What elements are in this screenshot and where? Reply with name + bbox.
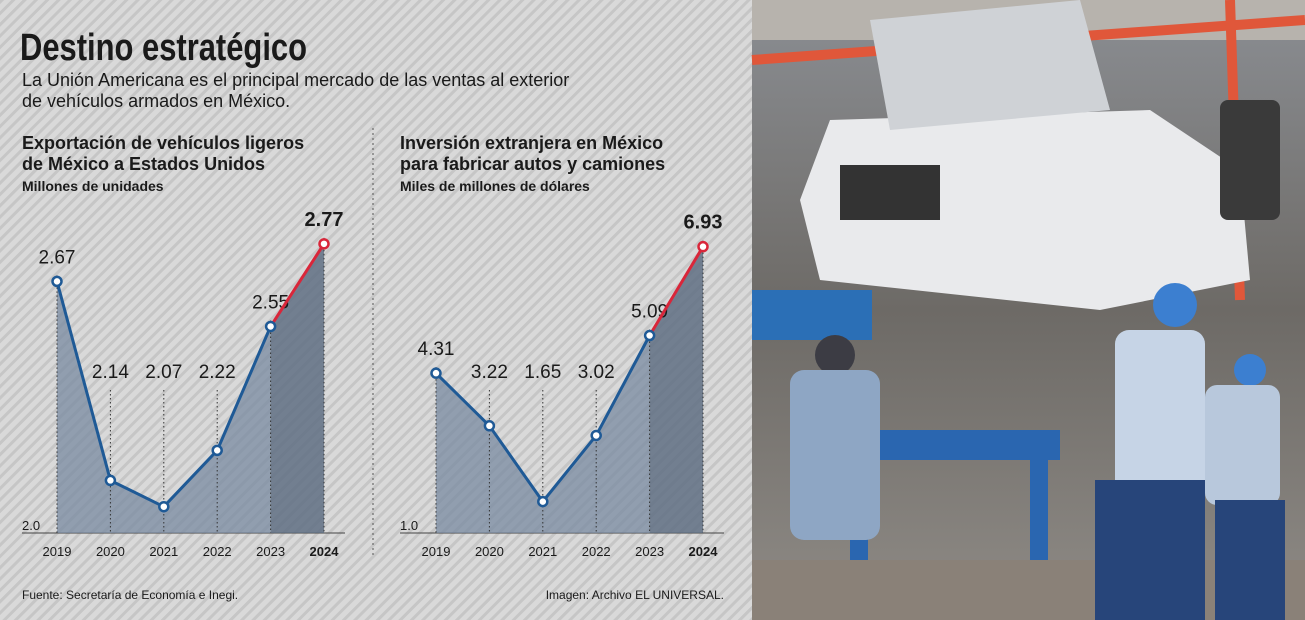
value-label: 6.93 <box>684 212 723 234</box>
area <box>649 246 703 533</box>
chart-title: para fabricar autos y camiones <box>400 154 665 174</box>
value-label: 2.22 <box>199 362 236 383</box>
value-label: 3.02 <box>578 362 615 383</box>
point <box>643 329 656 342</box>
area <box>270 243 324 534</box>
x-tick-label: 2022 <box>582 544 611 559</box>
y-tick-label: 2.0 <box>22 518 40 533</box>
value-label: 2.77 <box>305 209 344 231</box>
page-subtitle: La Unión Americana es el principal merca… <box>22 70 569 90</box>
line <box>269 243 326 328</box>
x-tick-label: 2021 <box>528 544 557 559</box>
chart-title: de México a Estados Unidos <box>22 154 265 174</box>
x-tick-label: 2023 <box>635 544 664 559</box>
x-tick-label: 2024 <box>689 544 719 559</box>
point <box>104 474 117 487</box>
point <box>697 240 709 253</box>
value-label: 3.22 <box>471 362 508 383</box>
image-credit: Imagen: Archivo EL UNIVERSAL. <box>546 588 724 602</box>
point <box>264 320 277 333</box>
point <box>318 238 330 250</box>
point <box>211 444 223 457</box>
x-tick-label: 2019 <box>43 544 72 559</box>
x-tick-label: 2020 <box>475 544 504 559</box>
point <box>537 495 549 508</box>
point <box>158 500 170 513</box>
chart-subtitle: Miles de millones de dólares <box>400 178 590 194</box>
x-tick-label: 2023 <box>256 544 285 559</box>
page-title: Destino estratégico <box>20 27 307 69</box>
x-tick-label: 2019 <box>422 544 451 559</box>
chart-subtitle: Millones de unidades <box>22 178 164 194</box>
value-label: 2.07 <box>145 362 182 383</box>
x-tick-label: 2021 <box>149 544 178 559</box>
x-tick-label: 2022 <box>203 544 232 559</box>
value-label: 2.14 <box>92 362 129 383</box>
point <box>51 275 63 288</box>
chart-title: Inversión extranjera en México <box>400 133 663 153</box>
point <box>590 429 602 442</box>
y-tick-label: 1.0 <box>400 518 418 533</box>
x-tick-label: 2020 <box>96 544 125 559</box>
line <box>648 245 705 337</box>
point <box>483 420 496 432</box>
value-label: 1.65 <box>524 362 561 383</box>
chart-title: Exportación de vehículos ligeros <box>22 133 304 153</box>
value-label: 4.31 <box>418 339 455 360</box>
value-label: 2.67 <box>39 247 76 268</box>
x-tick-label: 2024 <box>310 544 340 559</box>
source: Fuente: Secretaría de Economía e Inegi. <box>22 588 238 602</box>
point <box>430 367 442 379</box>
photo <box>751 0 1305 620</box>
area <box>436 335 650 533</box>
page-subtitle: de vehículos armados en México. <box>22 91 290 111</box>
value-label: 2.55 <box>252 292 289 313</box>
